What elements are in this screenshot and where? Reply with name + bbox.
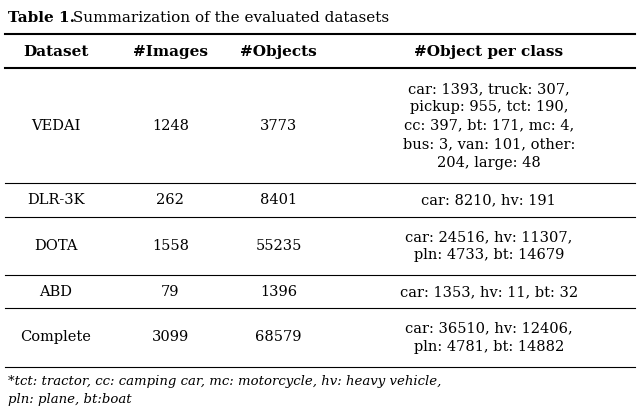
Text: 79: 79 xyxy=(161,285,179,299)
Text: *tct: tractor, cc: camping car, mc: motorcycle, hv: heavy vehicle,
pln: plane, b: *tct: tractor, cc: camping car, mc: moto… xyxy=(8,375,441,406)
Text: 3099: 3099 xyxy=(152,330,189,344)
Text: Dataset: Dataset xyxy=(23,45,88,59)
Text: 1558: 1558 xyxy=(152,239,189,253)
Text: 55235: 55235 xyxy=(255,239,302,253)
Text: Table 1.: Table 1. xyxy=(8,12,75,26)
Text: DOTA: DOTA xyxy=(34,239,77,253)
Text: 8401: 8401 xyxy=(260,193,297,207)
Text: #Object per class: #Object per class xyxy=(414,45,563,59)
Text: car: 1393, truck: 307,
pickup: 955, tct: 190,
cc: 397, bt: 171, mc: 4,
bus: 3, v: car: 1393, truck: 307, pickup: 955, tct:… xyxy=(403,82,575,170)
Text: 262: 262 xyxy=(156,193,184,207)
Text: car: 8210, hv: 191: car: 8210, hv: 191 xyxy=(422,193,556,207)
Text: car: 24516, hv: 11307,
pln: 4733, bt: 14679: car: 24516, hv: 11307, pln: 4733, bt: 14… xyxy=(405,230,573,263)
Text: Summarization of the evaluated datasets: Summarization of the evaluated datasets xyxy=(68,12,389,26)
Text: #Objects: #Objects xyxy=(240,45,317,59)
Text: Complete: Complete xyxy=(20,330,91,344)
Text: 1248: 1248 xyxy=(152,119,189,133)
Text: #Images: #Images xyxy=(132,45,208,59)
Text: car: 36510, hv: 12406,
pln: 4781, bt: 14882: car: 36510, hv: 12406, pln: 4781, bt: 14… xyxy=(405,321,573,354)
Text: 1396: 1396 xyxy=(260,285,297,299)
Text: car: 1353, hv: 11, bt: 32: car: 1353, hv: 11, bt: 32 xyxy=(400,285,578,299)
Text: DLR-3K: DLR-3K xyxy=(27,193,84,207)
Text: ABD: ABD xyxy=(39,285,72,299)
Text: VEDAI: VEDAI xyxy=(31,119,80,133)
Text: 68579: 68579 xyxy=(255,330,302,344)
Text: 3773: 3773 xyxy=(260,119,297,133)
